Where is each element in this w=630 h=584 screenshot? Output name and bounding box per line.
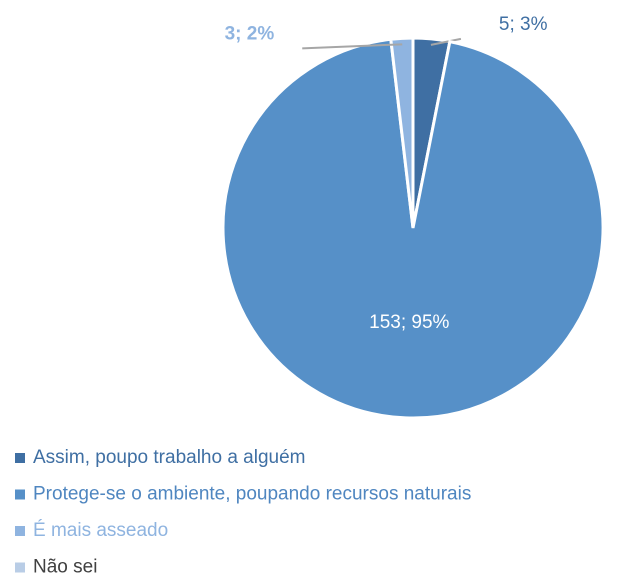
legend-label: É mais asseado	[33, 520, 168, 541]
leader-line	[302, 43, 403, 50]
legend-swatch	[15, 526, 25, 536]
legend-label: Protege-se o ambiente, poupando recursos…	[33, 484, 471, 505]
pie-slice	[221, 37, 605, 420]
pie-slice	[389, 36, 415, 229]
leader-line	[430, 37, 462, 46]
legend-label: Não sei	[33, 557, 97, 578]
legend-label: Assim, poupo trabalho a alguém	[33, 447, 306, 468]
legend-swatch	[15, 453, 25, 463]
legend-swatch	[15, 562, 25, 573]
data-label: 153; 95%	[369, 312, 449, 333]
data-label: 5; 3%	[499, 14, 548, 35]
legend-swatch	[15, 489, 25, 500]
data-label: 3; 2%	[225, 23, 275, 44]
